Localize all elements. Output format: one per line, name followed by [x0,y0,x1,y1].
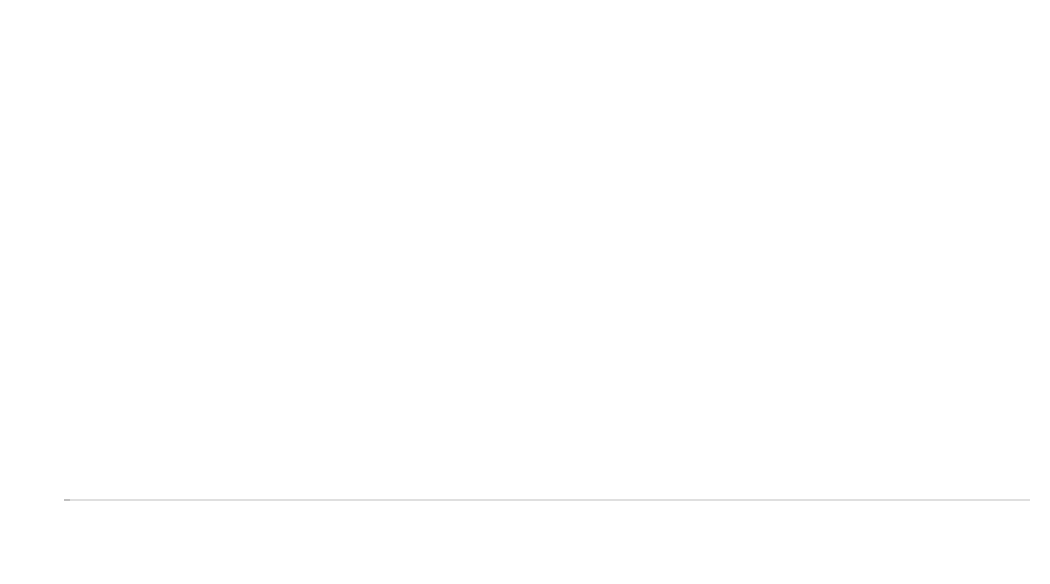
chart-background [10,10,1040,574]
chart-svg [10,10,1040,574]
grouped-bar-chart [10,10,1040,574]
